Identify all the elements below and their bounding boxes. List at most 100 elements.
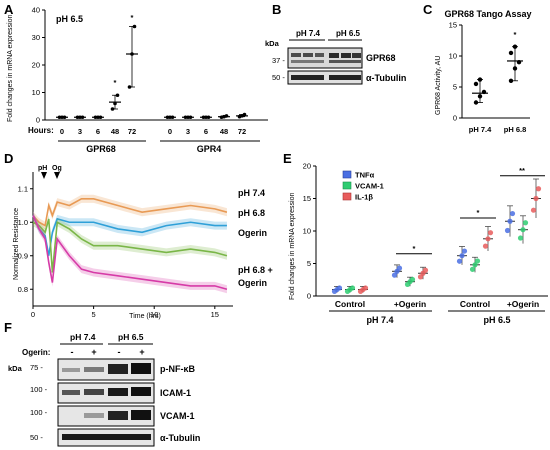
panel-letter-e: E — [283, 151, 292, 166]
e-point-2-2-1 — [485, 236, 491, 242]
panel-f-marker1: 75 - — [30, 363, 43, 372]
panel-f-sign3: - — [118, 347, 121, 357]
e-point-0-0-2 — [336, 285, 343, 291]
c-point-1-0 — [508, 78, 514, 84]
e-ytick-label-1: 5 — [307, 259, 311, 268]
panel-f-band4: α-Tubulin — [160, 433, 200, 443]
a-xtick-label-6: 3 — [186, 127, 190, 136]
panel-d-marker-ph: pH — [38, 165, 47, 172]
e-point-0-3-1 — [507, 218, 513, 224]
d-ytick-label-1: 0.9 — [18, 251, 28, 260]
a-ytick-label-3: 30 — [32, 33, 40, 42]
a-point-0-0-2 — [62, 115, 67, 120]
legend-label-vcam: VCAM-1 — [355, 182, 384, 191]
a-ytick-label-1: 10 — [32, 88, 40, 97]
a-point-1-2-1 — [204, 115, 208, 120]
e-ytick-label-4: 20 — [303, 162, 311, 171]
e-point-1-2-0 — [469, 266, 476, 272]
panel-f-sign4: + — [139, 347, 144, 357]
legend-swatch-tnf — [342, 170, 352, 179]
a-xtick-label-5: 0 — [168, 127, 172, 136]
a-point-1-3-2 — [224, 114, 229, 118]
d-band-2 — [33, 214, 227, 277]
a-point-0-4-0 — [127, 85, 132, 89]
panel-e-ylabel: Fold changes in mRNA expression — [289, 193, 296, 300]
panel-b-ph2: pH 6.5 — [336, 29, 361, 38]
a-ytick-label-4: 40 — [32, 6, 40, 15]
panel-d-label-combo2: Ogerin — [238, 278, 267, 288]
panel-a-gene1: GPR68 — [86, 144, 116, 154]
c-ytick-label-0: 0 — [453, 114, 457, 123]
d-line-3 — [32, 215, 228, 291]
d-xtick-label-2: 10 — [150, 310, 158, 319]
a-point-1-1-2 — [188, 115, 193, 120]
a-xtick-label-1: 3 — [78, 127, 82, 136]
e-point-1-3-2 — [522, 220, 529, 226]
c-point-0-3 — [473, 81, 479, 87]
c-point-1-2 — [516, 60, 522, 65]
panel-e-group1: Control — [335, 299, 365, 309]
panel-f-marker2: 100 - — [30, 385, 48, 394]
panel-c-ylabel: GPR68 Activity, AU — [435, 56, 442, 115]
c-point-1-1 — [512, 66, 518, 71]
panel-a-hours-label: Hours: — [28, 126, 54, 135]
legend-label-il1b: IL-1β — [355, 193, 373, 202]
panel-b-ph1: pH 7.4 — [296, 29, 321, 38]
e-point-0-1-2 — [396, 265, 403, 271]
a-point-0-1-1 — [78, 115, 82, 120]
e-ytick-label-2: 10 — [303, 227, 311, 236]
a-point-1-0-2 — [170, 115, 175, 120]
a-point-0-3-1 — [113, 101, 117, 106]
panel-e-group3: Control — [460, 299, 490, 309]
a-xtick-label-7: 6 — [204, 127, 208, 136]
d-line-2 — [32, 218, 228, 273]
e-point-2-0-2 — [362, 285, 369, 291]
e-point-2-2-2 — [487, 230, 494, 236]
e-point-2-2-0 — [482, 243, 489, 249]
panel-d-label-ogerin: Ogerin — [238, 228, 267, 238]
c-xtick-label-1: pH 6.8 — [504, 125, 527, 134]
d-ytick-label-2: 1.0 — [18, 218, 28, 227]
a-point-0-3-0 — [110, 107, 115, 111]
panel-f-blot-icam — [57, 382, 155, 404]
a-point-1-4-2 — [242, 112, 247, 117]
a-point-0-4-2 — [132, 24, 137, 29]
panel-d-ylabel: Normalized Resistance — [13, 208, 20, 280]
panel-b-blot-tubulin — [287, 70, 363, 85]
c-xtick-label-0: pH 7.4 — [469, 125, 492, 134]
panel-f-kda: kDa — [8, 364, 23, 373]
e-star-3: ** — [519, 166, 525, 175]
d-xtick-label-0: 0 — [31, 310, 35, 319]
panel-b-marker1: 37 - — [272, 56, 285, 65]
panel-c-title: GPR68 Tango Assay — [444, 9, 531, 19]
panel-d: Normalized Resistance Time (hrs) pH Og p… — [13, 165, 273, 320]
e-point-0-3-0 — [504, 227, 511, 234]
e-point-1-1-2 — [409, 276, 416, 283]
panel-a-ylabel: Fold changes in mRNA expression — [7, 15, 14, 122]
a-star-48h: * — [114, 78, 117, 87]
panel-b-marker2: 50 - — [272, 73, 285, 82]
a-point-0-1-0 — [75, 115, 80, 120]
c-point-1-4 — [512, 44, 518, 49]
c-ytick-label-3: 15 — [449, 21, 457, 30]
a-ytick-label-2: 20 — [32, 61, 40, 70]
e-point-2-3-0 — [530, 207, 537, 213]
c-ytick-label-1: 5 — [453, 83, 457, 92]
panel-d-label-ph74: pH 7.4 — [238, 188, 265, 198]
c-point-0-4 — [477, 77, 483, 82]
e-ytick-label-0: 0 — [307, 292, 311, 301]
panel-c: GPR68 Tango Assay GPR68 Activity, AU 0 5 1… — [435, 9, 532, 134]
d-band-0 — [33, 194, 227, 230]
e-star-2: * — [477, 208, 480, 217]
c-point-1-3 — [508, 50, 514, 56]
a-xtick-label-3: 48 — [111, 127, 119, 136]
a-star-72h: * — [131, 13, 134, 22]
a-xtick-label-0: 0 — [60, 127, 64, 136]
d-ytick-label-3: 1.1 — [18, 184, 28, 193]
c-ytick-label-2: 10 — [449, 52, 457, 61]
panel-f-ph2: pH 6.5 — [118, 332, 144, 342]
a-xtick-label-2: 6 — [96, 127, 100, 136]
a-point-0-2-2 — [98, 115, 103, 120]
panel-d-label-combo1: pH 6.8 + — [238, 265, 273, 275]
panel-letter-f: F — [4, 320, 12, 335]
